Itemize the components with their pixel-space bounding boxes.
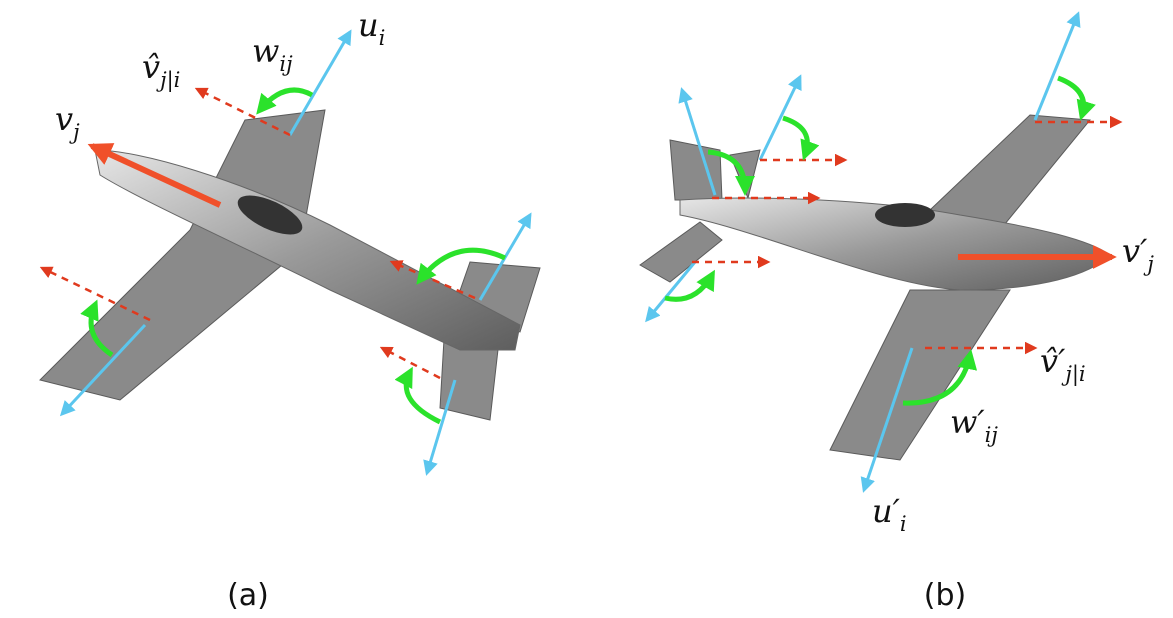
label: v′j bbox=[1122, 232, 1154, 276]
transform-arrow bbox=[1058, 78, 1084, 115]
transform-arrow bbox=[783, 118, 807, 155]
label: v̂′j|i bbox=[1040, 342, 1086, 387]
transform-arrow bbox=[260, 90, 312, 110]
label: w′ij bbox=[950, 403, 998, 447]
pose-vector bbox=[1035, 14, 1078, 120]
airplane-b bbox=[640, 115, 1110, 460]
cockpit bbox=[875, 203, 935, 227]
caption: (a) bbox=[227, 578, 269, 613]
label: v̂j|i bbox=[142, 48, 180, 93]
label: ui bbox=[358, 6, 385, 50]
label: u′i bbox=[872, 492, 907, 536]
transform-arrow bbox=[406, 372, 440, 422]
figure: v̂j|i wij ui vj (a) v′j v̂′j|i w′ij u′i … bbox=[0, 0, 1173, 618]
stabilizer bbox=[640, 222, 722, 282]
pose-vector bbox=[760, 77, 800, 160]
label: vj bbox=[55, 100, 80, 144]
wing bbox=[930, 115, 1090, 230]
caption: (b) bbox=[924, 578, 966, 613]
label: wij bbox=[252, 32, 293, 76]
